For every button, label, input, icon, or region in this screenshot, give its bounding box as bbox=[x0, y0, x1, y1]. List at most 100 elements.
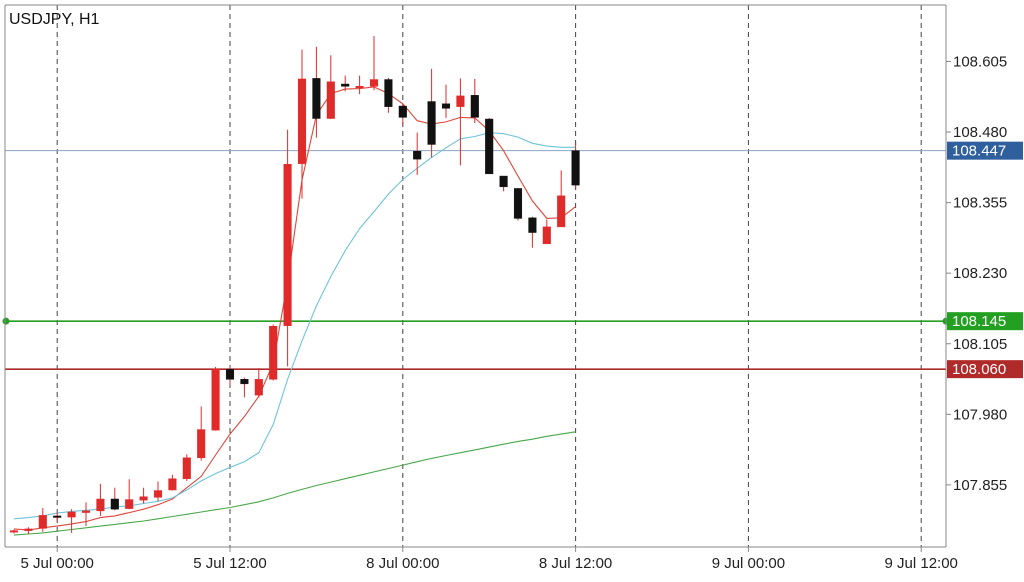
candle bbox=[67, 509, 76, 533]
candle-body bbox=[312, 78, 321, 119]
moving-average-line bbox=[13, 132, 576, 520]
candle bbox=[513, 187, 523, 221]
candle-body bbox=[67, 511, 76, 518]
candle bbox=[312, 46, 321, 138]
candle bbox=[81, 502, 91, 527]
candle-body bbox=[441, 103, 451, 109]
level-label-box bbox=[947, 312, 1023, 331]
y-tick-label: 108.105 bbox=[953, 336, 1007, 353]
candle-body bbox=[182, 457, 191, 479]
candle bbox=[427, 68, 436, 158]
level-labels: 108.447 108.145 108.060 bbox=[947, 141, 1023, 379]
x-tick-label: 8 Jul 00:00 bbox=[366, 555, 439, 572]
candle bbox=[283, 129, 292, 367]
candle bbox=[139, 487, 148, 504]
candle bbox=[355, 75, 364, 95]
candle bbox=[96, 483, 105, 516]
candle bbox=[499, 175, 508, 192]
moving-averages bbox=[13, 86, 576, 536]
time-axis: 5 Jul 00:00 5 Jul 12:00 8 Jul 00:00 8 Jul 1… bbox=[21, 547, 958, 572]
candle bbox=[528, 216, 537, 248]
level-label: 108.060 bbox=[952, 361, 1006, 378]
candle bbox=[153, 481, 163, 502]
candle bbox=[254, 368, 263, 398]
candle-body bbox=[153, 490, 163, 498]
candle bbox=[125, 479, 134, 510]
candle bbox=[571, 142, 580, 190]
y-tick-label: 107.855 bbox=[953, 477, 1007, 494]
candle-body bbox=[110, 498, 119, 510]
candle bbox=[182, 454, 191, 481]
candle-body bbox=[398, 105, 407, 118]
level-label: 108.145 bbox=[952, 313, 1006, 330]
candle-body bbox=[384, 79, 393, 107]
y-tick-label: 108.355 bbox=[953, 195, 1007, 212]
candle-body bbox=[9, 530, 19, 533]
y-tick-label: 107.980 bbox=[953, 406, 1007, 423]
candle-body bbox=[557, 195, 566, 228]
level-label: 108.447 bbox=[952, 143, 1006, 160]
candle bbox=[9, 529, 19, 534]
candle-body bbox=[211, 368, 220, 431]
x-tick-label: 5 Jul 00:00 bbox=[21, 555, 94, 572]
chart-title: USDJPY, H1 bbox=[9, 11, 100, 28]
candle bbox=[197, 406, 206, 461]
candle-body bbox=[197, 429, 206, 459]
candle-body bbox=[513, 188, 523, 219]
candle-body bbox=[571, 150, 580, 186]
candle-body bbox=[53, 515, 62, 518]
candle bbox=[225, 366, 235, 386]
candle bbox=[168, 474, 177, 491]
candle bbox=[341, 75, 350, 92]
candle-body bbox=[81, 510, 91, 513]
candle-body bbox=[485, 118, 494, 175]
candle bbox=[369, 36, 379, 91]
vertical-grid bbox=[56, 5, 922, 547]
candle bbox=[557, 170, 566, 228]
candle-body bbox=[528, 217, 537, 233]
candle bbox=[398, 104, 407, 126]
candle-body bbox=[225, 368, 235, 380]
candle-body bbox=[38, 515, 47, 529]
candle bbox=[110, 487, 119, 511]
candle-body bbox=[341, 83, 350, 87]
x-tick-label: 9 Jul 00:00 bbox=[712, 555, 785, 572]
level-handle-left bbox=[2, 317, 10, 325]
candle bbox=[413, 132, 422, 175]
candle bbox=[441, 84, 451, 118]
candle-body bbox=[297, 78, 307, 164]
candle bbox=[38, 508, 47, 532]
x-tick-label: 8 Jul 12:00 bbox=[539, 555, 612, 572]
y-tick-label: 108.230 bbox=[953, 265, 1007, 282]
price-axis: 108.605 108.480 108.355 108.230 108.105 107.9… bbox=[946, 53, 1007, 494]
candle bbox=[240, 377, 249, 398]
candle-body bbox=[269, 325, 278, 380]
candle bbox=[53, 512, 62, 522]
x-tick-label: 5 Jul 12:00 bbox=[193, 555, 266, 572]
y-tick-label: 108.480 bbox=[953, 124, 1007, 141]
candle bbox=[384, 77, 393, 113]
plot-frame bbox=[4, 4, 947, 548]
candle-body bbox=[283, 163, 292, 326]
candle-body bbox=[499, 175, 508, 188]
candle-body bbox=[369, 79, 379, 87]
candle-body bbox=[456, 95, 465, 107]
moving-average-line bbox=[13, 86, 576, 531]
candle-body bbox=[427, 101, 436, 145]
level-label-box bbox=[947, 141, 1023, 160]
candle bbox=[326, 55, 335, 120]
candle bbox=[470, 78, 479, 123]
candle-body bbox=[413, 150, 422, 160]
candle-body bbox=[125, 499, 134, 509]
candle-body bbox=[542, 226, 551, 245]
candle-body bbox=[139, 496, 148, 501]
candle bbox=[211, 366, 220, 431]
candle bbox=[485, 117, 494, 175]
candle bbox=[542, 219, 551, 245]
candle bbox=[456, 78, 465, 166]
level-label-box bbox=[947, 360, 1023, 379]
y-tick-label: 108.605 bbox=[953, 53, 1007, 70]
candles bbox=[9, 36, 580, 535]
